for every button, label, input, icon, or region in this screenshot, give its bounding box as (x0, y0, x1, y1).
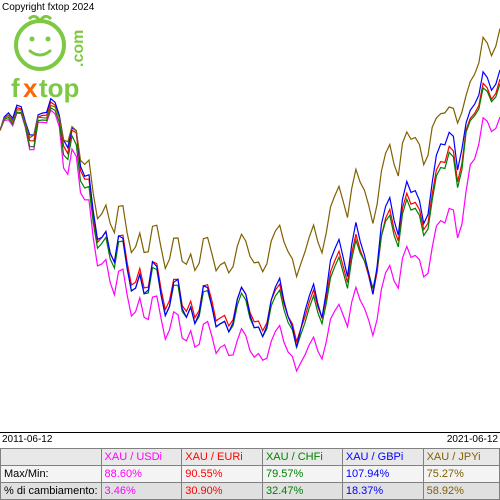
series-line (0, 29, 500, 277)
series-change: 58.92% (423, 483, 499, 500)
header-blank (1, 449, 102, 466)
series-name: XAU / USDi (101, 449, 182, 466)
row-maxmin-label: Max/Min: (1, 466, 102, 483)
series-name: XAU / EURi (182, 449, 263, 466)
chart-lines (0, 12, 500, 432)
series-name: XAU / GBPi (342, 449, 423, 466)
series-change: 32.47% (262, 483, 342, 500)
date-end-label: 2021-06-12 (447, 434, 498, 445)
date-start-label: 2011-06-12 (2, 434, 52, 445)
series-change: 30.90% (182, 483, 263, 500)
stats-table: XAU / USDiXAU / EURiXAU / CHFiXAU / GBPi… (0, 448, 500, 500)
series-line (0, 84, 500, 348)
series-line (0, 79, 500, 341)
row-change-label: % di cambiamento: (1, 483, 102, 500)
series-change: 18.37% (342, 483, 423, 500)
series-maxmin: 107.94% (342, 466, 423, 483)
series-change: 3.46% (101, 483, 182, 500)
series-maxmin: 90.55% (182, 466, 263, 483)
series-line (0, 110, 500, 371)
series-line (0, 70, 500, 348)
series-name: XAU / CHFi (262, 449, 342, 466)
series-name: XAU / JPYi (423, 449, 499, 466)
chart-area (0, 12, 500, 433)
series-maxmin: 88.60% (101, 466, 182, 483)
series-maxmin: 79.57% (262, 466, 342, 483)
series-maxmin: 75.27% (423, 466, 499, 483)
